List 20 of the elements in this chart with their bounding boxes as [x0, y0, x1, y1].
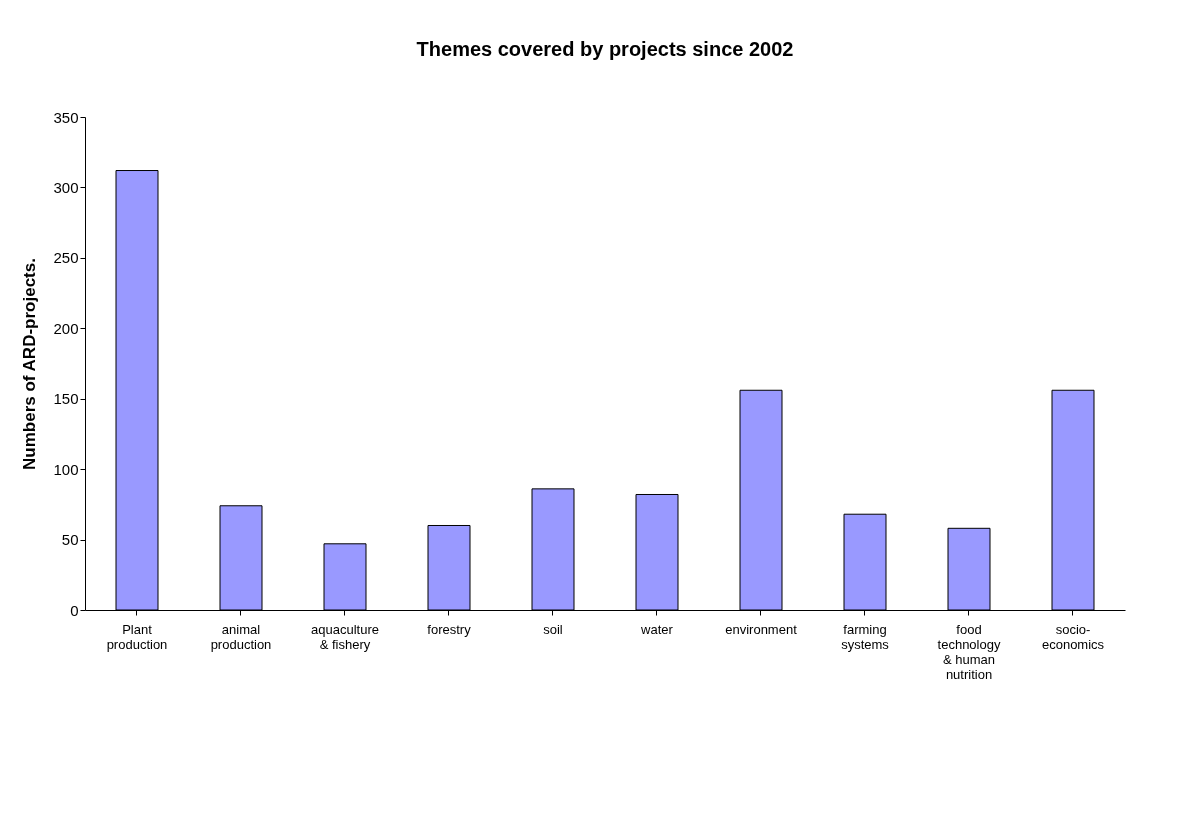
x-tick-label: socio-economics [1041, 621, 1105, 652]
x-tick-label: environment [725, 621, 798, 637]
x-tick-label: water [640, 621, 674, 637]
y-tick-label: 250 [53, 249, 79, 267]
x-tick-label: soil [543, 621, 563, 637]
y-tick-label: 0 [70, 601, 79, 619]
y-tick-label: 300 [53, 178, 79, 196]
y-tick-label: 50 [61, 531, 79, 549]
y-tick-label: 200 [53, 319, 79, 337]
x-tick-label: food technology & human nutrition [937, 621, 1001, 682]
x-tick-label: animal production [210, 621, 272, 652]
y-axis-title: Numbers of ARD-projects. [20, 258, 40, 470]
x-tick-label: farming systems [841, 621, 890, 652]
x-tick-label: Plant production [106, 621, 168, 652]
x-tick-label: aquaculture & fishery [311, 621, 379, 652]
chart-title: Themes covered by projects since 2002 [416, 38, 794, 60]
y-tick-label: 100 [53, 460, 79, 478]
y-tick-label: 150 [53, 390, 79, 408]
x-tick-label: forestry [427, 621, 472, 637]
y-tick-label: 350 [53, 108, 79, 126]
